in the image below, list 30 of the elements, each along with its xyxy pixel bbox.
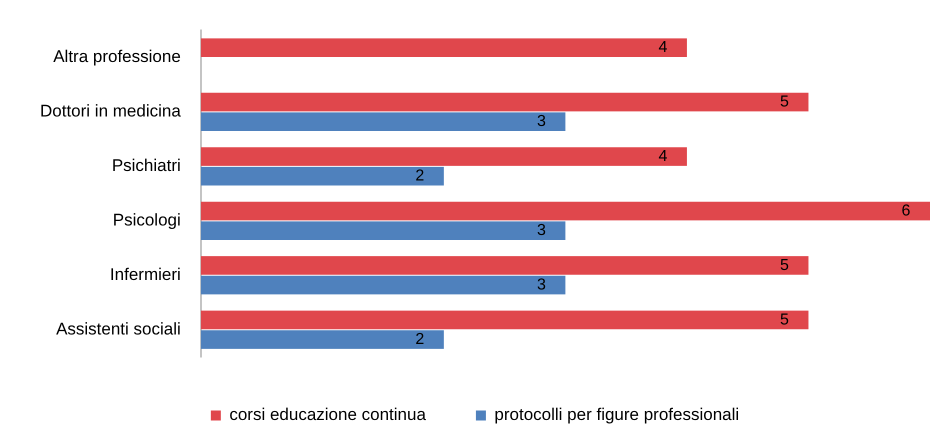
data-label: 5 [780, 311, 790, 328]
bar [200, 330, 444, 349]
data-label: 4 [658, 39, 668, 56]
bar [200, 147, 687, 166]
data-label: 5 [780, 94, 790, 110]
bar [200, 310, 808, 330]
data-label: 3 [536, 222, 546, 240]
legend-label: corsi educazione continua [229, 405, 426, 424]
y-tick-label: Psichiatri [112, 156, 181, 176]
bar [200, 256, 808, 275]
bar [200, 202, 930, 220]
data-label: 3 [536, 276, 546, 294]
legend-label: protocolli per figure professionali [494, 405, 740, 424]
data-label: 4 [658, 148, 668, 165]
bar [200, 166, 444, 186]
data-label: 2 [415, 168, 424, 185]
bar [200, 221, 566, 240]
y-tick-label: Altra professione [53, 47, 181, 66]
data-label: 5 [780, 256, 790, 274]
bar [200, 92, 808, 112]
data-label: 3 [536, 113, 546, 130]
bar [200, 38, 687, 57]
data-label: 2 [415, 330, 424, 348]
y-tick-label: Psicologi [112, 210, 181, 230]
data-label: 6 [902, 202, 911, 220]
y-tick-label: Dottori in medicina [40, 102, 182, 121]
y-tick-label: Assistenti sociali [56, 319, 181, 338]
bar [200, 276, 566, 294]
bar [200, 112, 566, 132]
y-tick-label: Infermieri [110, 264, 181, 284]
